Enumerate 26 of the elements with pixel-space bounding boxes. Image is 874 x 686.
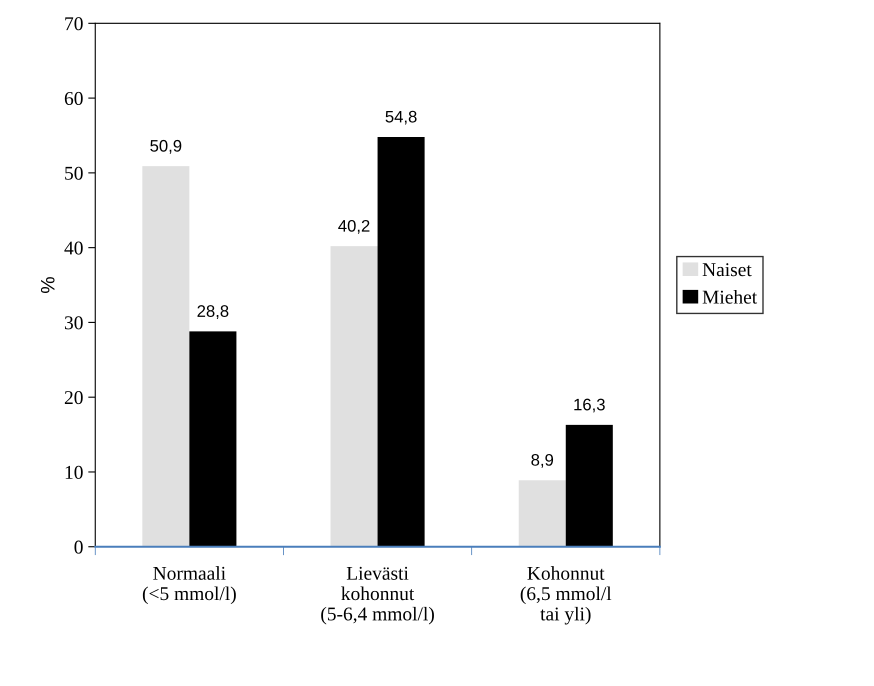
- legend-label: Naiset: [702, 263, 752, 276]
- x-tick-label: Lievästi kohonnut (5-6,4 mmol/l): [321, 566, 434, 624]
- bar: [566, 424, 613, 547]
- data-label: 40,2: [338, 220, 370, 234]
- y-tick-label: 30: [64, 316, 83, 330]
- data-label: 50,9: [150, 140, 182, 154]
- y-axis-title: %: [40, 277, 55, 293]
- data-label: 8,9: [531, 454, 554, 468]
- y-tick-label: 70: [65, 17, 83, 30]
- x-tick-label: Normaali (<5 mmol/l): [142, 566, 236, 604]
- y-tick-label: 60: [64, 92, 83, 106]
- bar: [378, 136, 425, 547]
- bar: [142, 166, 190, 547]
- y-tick-label: 40: [64, 241, 83, 255]
- bar: [518, 480, 566, 547]
- x-tick-label: Kohonnut (6,5 mmol/l tai yli): [520, 566, 612, 625]
- y-tick-label: 10: [66, 466, 83, 479]
- bar: [189, 331, 236, 547]
- data-label: 54,8: [386, 110, 417, 125]
- data-label: 28,8: [198, 305, 228, 319]
- y-tick-label: 50: [65, 166, 83, 180]
- y-tick-label: 20: [64, 391, 83, 404]
- bar: [330, 246, 378, 547]
- y-tick-label: 0: [74, 540, 83, 554]
- legend-label: Miehet: [702, 290, 758, 304]
- data-label: 16,3: [574, 398, 605, 412]
